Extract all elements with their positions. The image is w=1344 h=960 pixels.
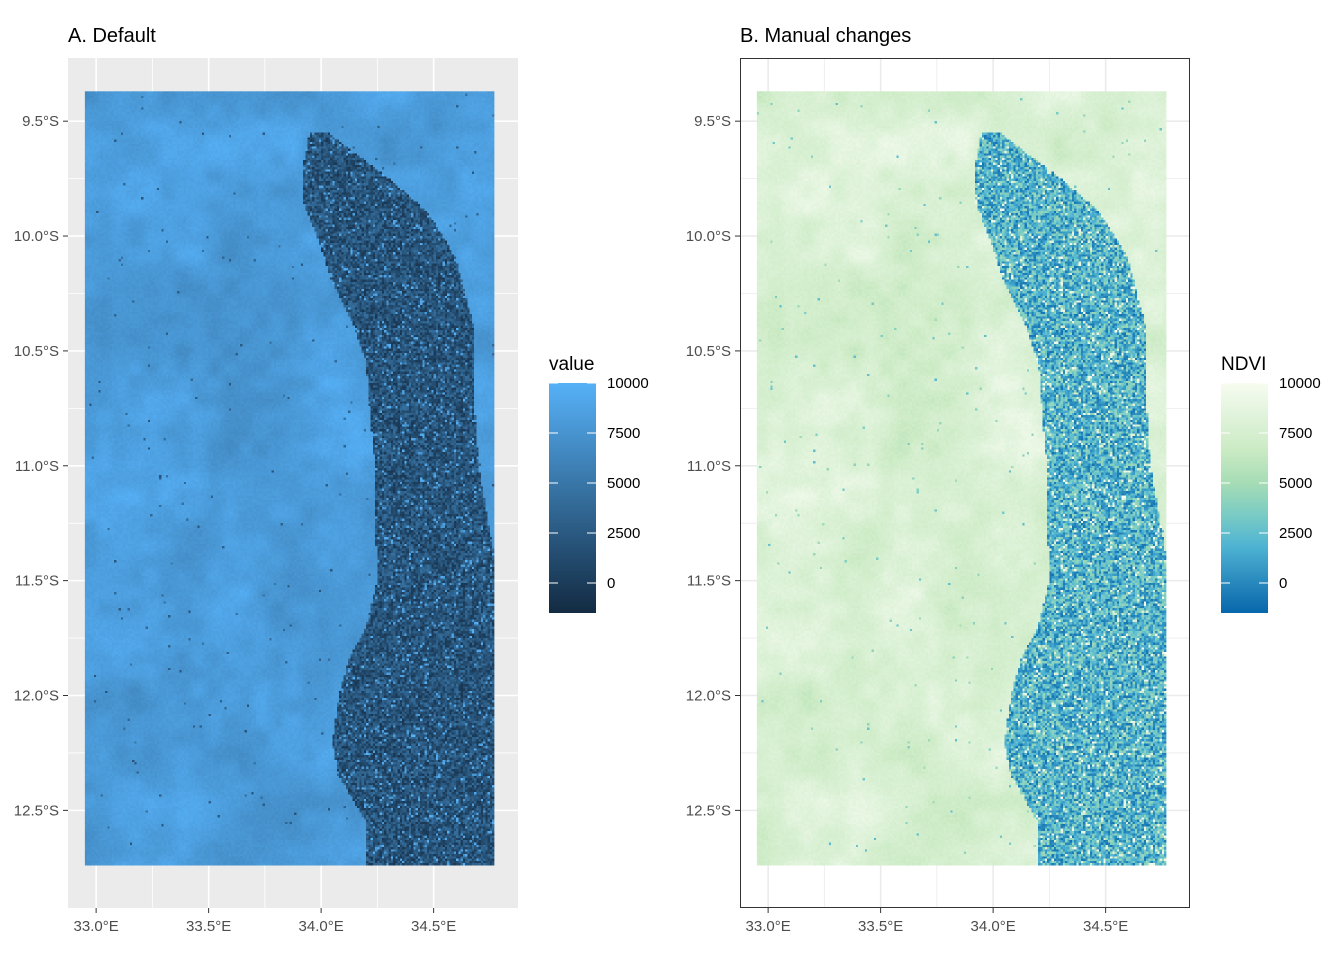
y-tick-label: 10.0°S — [14, 228, 59, 245]
panel-a-legend-ticks: 10000 7500 5000 2500 0 — [549, 375, 649, 592]
panel-b-plot-area — [740, 58, 1190, 908]
panel-a-x-axis: 33.0°E 33.5°E 34.0°E 34.5°E — [74, 908, 456, 935]
panel-a-colorbar — [549, 383, 596, 613]
legend-break-label: 0 — [607, 575, 615, 592]
y-tick-label: 10.0°S — [686, 228, 731, 245]
panel-a-legend: value 10000 7500 5000 2500 0 — [549, 354, 649, 613]
x-tick-label: 33.5°E — [858, 918, 903, 935]
y-tick-label: 11.5°S — [687, 573, 731, 590]
y-tick-label: 12.0°S — [686, 688, 731, 705]
y-tick-label: 11.0°S — [687, 458, 731, 475]
x-tick-label: 33.5°E — [186, 918, 231, 935]
legend-break-label: 10000 — [1279, 375, 1321, 392]
legend-break-label: 7500 — [607, 425, 640, 442]
legend-break-label: 0 — [1279, 575, 1287, 592]
y-tick-label: 11.5°S — [15, 573, 59, 590]
panel-b-x-axis: 33.0°E 33.5°E 34.0°E 34.5°E — [746, 908, 1128, 935]
legend-break-label: 5000 — [1279, 475, 1312, 492]
panel-b-legend: NDVI 10000 7500 5000 2500 0 — [1221, 354, 1321, 613]
panel-a-legend-title: value — [549, 354, 594, 375]
panel-a-raster — [84, 91, 495, 866]
y-tick-label: 11.0°S — [15, 458, 59, 475]
panel-b-title: B. Manual changes — [740, 25, 911, 47]
x-tick-label: 33.0°E — [746, 918, 791, 935]
x-tick-label: 34.0°E — [971, 918, 1016, 935]
legend-break-label: 5000 — [607, 475, 640, 492]
legend-break-label: 2500 — [1279, 525, 1312, 542]
legend-break-label: 7500 — [1279, 425, 1312, 442]
y-tick-label: 9.5°S — [22, 113, 59, 130]
panel-b-colorbar — [1221, 383, 1268, 613]
y-tick-label: 10.5°S — [14, 343, 59, 360]
panel-b: B. Manual changes 33.0°E 33.5°E 34.0°E 34.5… — [686, 25, 1321, 935]
panel-a-y-axis: 9.5°S 10.0°S 10.5°S 11.0°S 11.5°S 12.0°S 12.5°… — [14, 113, 68, 819]
panel-a-title: A. Default — [68, 25, 156, 47]
x-tick-label: 34.5°E — [1083, 918, 1128, 935]
panel-b-legend-ticks: 10000 7500 5000 2500 0 — [1221, 375, 1321, 592]
y-tick-label: 12.0°S — [14, 688, 59, 705]
x-tick-label: 33.0°E — [74, 918, 119, 935]
legend-break-label: 10000 — [607, 375, 649, 392]
y-tick-label: 12.5°S — [686, 802, 731, 819]
panel-a-plot-area — [68, 58, 518, 908]
y-tick-label: 9.5°S — [694, 113, 731, 130]
legend-break-label: 2500 — [607, 525, 640, 542]
x-tick-label: 34.0°E — [299, 918, 344, 935]
y-tick-label: 10.5°S — [686, 343, 731, 360]
panel-b-border — [740, 58, 1190, 908]
panel-b-raster — [756, 91, 1167, 866]
panel-b-legend-title: NDVI — [1221, 354, 1266, 375]
panel-a: A. Default 33.0°E 33.5°E 34.0°E 34.5°E 9.5°… — [14, 25, 649, 935]
y-tick-label: 12.5°S — [14, 802, 59, 819]
x-tick-label: 34.5°E — [411, 918, 456, 935]
panel-b-y-axis: 9.5°S 10.0°S 10.5°S 11.0°S 11.5°S 12.0°S 12.5°… — [686, 113, 740, 819]
